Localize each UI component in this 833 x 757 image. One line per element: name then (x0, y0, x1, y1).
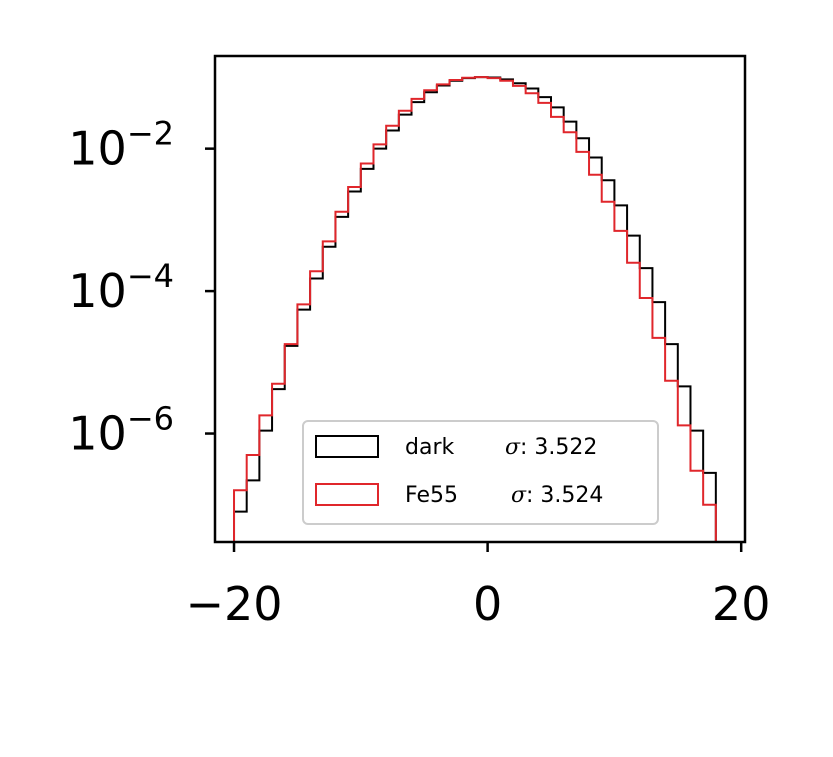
legend-sigma-dark: σ: 3.522 (505, 435, 597, 460)
y-axis: 10−2 10−4 10−6 (68, 115, 215, 461)
x-tick-label: 0 (473, 577, 502, 631)
legend: dark σ: 3.522 Fe55 σ: 3.524 (302, 420, 659, 525)
y-tick-label: 10−4 (68, 257, 174, 318)
series-layer (233, 76, 729, 542)
x-tick-label: −20 (185, 577, 282, 631)
x-tick-label: 20 (712, 577, 771, 631)
y-tick-label: 10−6 (68, 400, 174, 461)
x-axis: −20 0 20 (185, 542, 770, 631)
legend-label-fe55: Fe55 (405, 483, 458, 508)
axes-frame (213, 54, 747, 544)
legend-label-dark: dark (405, 435, 454, 460)
series-fe55-step (233, 76, 729, 542)
legend-swatch-dark (315, 435, 379, 458)
legend-box (302, 420, 659, 525)
y-tick-label: 10−2 (68, 115, 174, 176)
legend-sigma-fe55: σ: 3.524 (511, 483, 603, 508)
legend-swatch-fe55 (315, 483, 379, 506)
